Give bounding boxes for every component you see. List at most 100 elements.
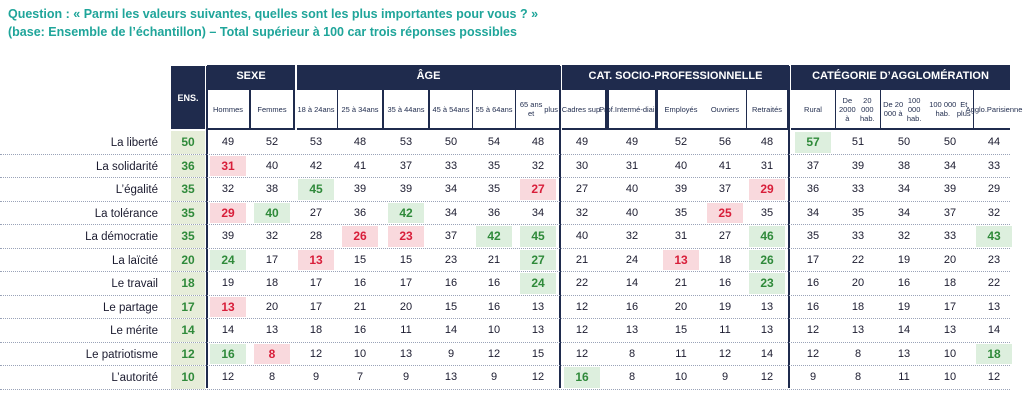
table-cell: 8 xyxy=(854,371,862,383)
table-cell: 9 xyxy=(490,371,498,383)
table-cell: 16 xyxy=(806,300,820,313)
table-cell: 20 xyxy=(943,253,957,266)
table-cell: 14 xyxy=(897,324,911,336)
table-cell: 13 xyxy=(943,324,957,336)
table-cell: 40 xyxy=(674,159,688,172)
table-cell: 19 xyxy=(897,300,911,313)
table-cell: 8 xyxy=(268,371,276,383)
cell-below-average: 13 xyxy=(663,249,699,270)
table-cell: 37 xyxy=(806,159,820,172)
table-cell: 13 xyxy=(399,347,413,360)
table-cell: 32 xyxy=(531,159,545,172)
row-divider xyxy=(0,224,1010,225)
column-header-line: 65 ans et xyxy=(519,100,543,118)
table-cell: 19 xyxy=(221,277,235,289)
table-cell: 13 xyxy=(760,324,774,336)
table-cell: 39 xyxy=(851,159,865,172)
table-cell: 17 xyxy=(309,277,323,289)
column-header: 55 à 64 ans xyxy=(473,90,515,128)
table-cell: 12 xyxy=(487,347,501,360)
column-header-line: Ouvriers xyxy=(710,104,740,114)
table-cell: 12 xyxy=(575,347,589,360)
table-cell: 16 xyxy=(353,324,367,336)
column-header: Femmes xyxy=(251,90,293,128)
column-header-line: 100 000 hab. xyxy=(906,95,922,123)
column-header-line: Agglo. xyxy=(965,104,987,114)
table-cell: 17 xyxy=(309,300,323,313)
table-cell: 34 xyxy=(444,206,458,219)
table-cell: 13 xyxy=(987,300,1001,313)
group-header: SEXE xyxy=(207,65,295,88)
row-label: La tolérance xyxy=(94,207,158,220)
cell-below-average: 25 xyxy=(707,202,743,223)
row-label: L’égalité xyxy=(115,184,158,196)
group-header: CATÉGORIE D’AGGLOMÉRATION xyxy=(791,65,1010,88)
table-cell: 13 xyxy=(897,347,911,360)
table-cell: 11 xyxy=(898,371,910,383)
column-header-line: Cadres sup. xyxy=(561,104,603,114)
table-cell: 20 xyxy=(399,300,413,313)
table-cell: 21 xyxy=(575,253,589,266)
column-header-line: Rural xyxy=(804,104,822,114)
table-cell: 39 xyxy=(221,230,235,242)
table-cell: 40 xyxy=(625,183,639,195)
column-header-line: 35 à 44 xyxy=(387,104,413,114)
table-cell: 9 xyxy=(721,371,729,383)
table-cell: 8 xyxy=(854,347,862,360)
table-cell: 48 xyxy=(531,136,545,148)
cell-above-average: 45 xyxy=(298,179,334,200)
table-cell: 32 xyxy=(265,230,279,242)
table-cell: 31 xyxy=(760,159,774,172)
ens-value: 35 xyxy=(171,201,205,224)
cell-below-average: 31 xyxy=(210,155,246,176)
column-header: Ouvriers xyxy=(704,90,746,128)
table-cell: 33 xyxy=(444,159,458,172)
column-header-line: Employés xyxy=(664,104,698,114)
row-label: La solidarité xyxy=(95,160,158,173)
table-cell: 20 xyxy=(265,300,279,313)
table-cell: 9 xyxy=(809,371,817,383)
table-cell: 56 xyxy=(718,136,732,148)
table-cell: 53 xyxy=(309,136,323,148)
column-header-line: Retraités xyxy=(751,104,782,114)
table-cell: 54 xyxy=(487,136,501,148)
column-header-line: Femmes xyxy=(257,104,287,114)
row-label: Le travail xyxy=(111,278,158,290)
table-cell: 37 xyxy=(718,183,732,195)
table-cell: 12 xyxy=(309,347,323,360)
question-title: Question : « Parmi les valeurs suivantes… xyxy=(8,7,539,21)
row-divider xyxy=(0,365,1010,366)
row-label: La démocratie xyxy=(85,231,158,243)
table-cell: 12 xyxy=(760,371,774,383)
column-header: Cadres sup. xyxy=(559,90,605,128)
column-header: Rural xyxy=(791,90,835,128)
cell-below-average: 29 xyxy=(749,179,785,200)
cell-above-average: 45 xyxy=(520,226,556,247)
column-header-line: 18 à 24 xyxy=(297,104,323,114)
cell-above-average: 18 xyxy=(976,343,1012,364)
row-label: La laïcité xyxy=(111,254,158,267)
row-label: Le patriotisme xyxy=(85,348,158,361)
cell-above-average: 43 xyxy=(976,226,1012,247)
column-header: 35 à 44 ans xyxy=(384,90,428,128)
cell-below-average: 13 xyxy=(298,249,334,270)
table-cell: 39 xyxy=(943,183,957,195)
group-divider xyxy=(559,66,561,388)
table-cell: 9 xyxy=(447,347,455,360)
table-cell: 12 xyxy=(531,371,545,383)
ens-value: 36 xyxy=(171,154,205,177)
table-cell: 18 xyxy=(718,253,732,266)
table-cell: 16 xyxy=(806,277,820,289)
table-cell: 35 xyxy=(851,206,865,219)
row-divider xyxy=(0,271,1010,272)
table-cell: 38 xyxy=(897,159,911,172)
ens-value: 35 xyxy=(171,225,205,248)
column-header: Agglo. Parisienne xyxy=(966,90,1022,128)
group-header: ÂGE xyxy=(297,65,560,88)
cell-below-average: 29 xyxy=(210,202,246,223)
ens-value: 18 xyxy=(171,272,205,295)
table-cell: 21 xyxy=(487,253,501,266)
table-cell: 27 xyxy=(309,206,323,219)
table-cell: 53 xyxy=(399,136,413,148)
table-cell: 31 xyxy=(674,230,688,242)
